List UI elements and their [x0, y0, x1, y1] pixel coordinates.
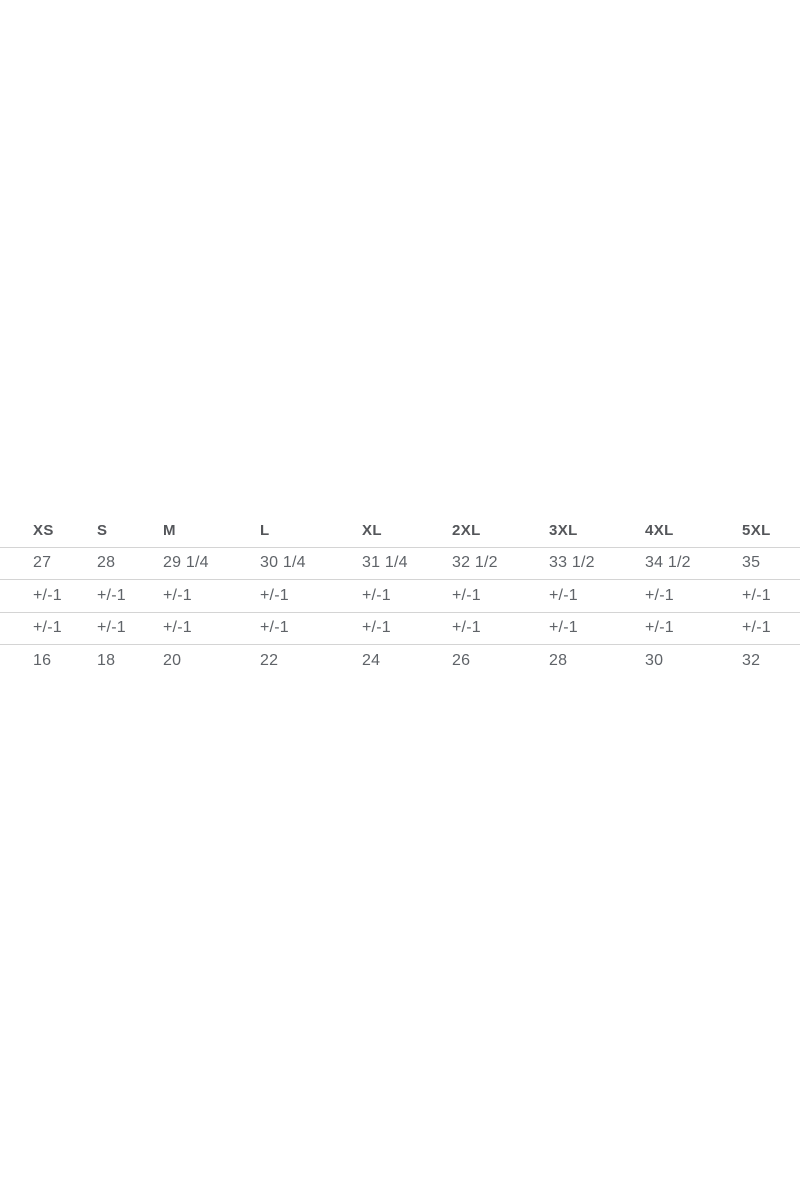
table-cell: +/-1: [0, 612, 97, 645]
table-cell: 20: [163, 652, 182, 669]
table-row-numeric-size: 16 18 20 22 24 26 28 30 32: [0, 645, 800, 678]
column-header-xs: XS: [0, 515, 97, 548]
table-cell: +/-1: [97, 612, 163, 645]
table-cell: 26: [452, 652, 471, 669]
table-cell: +/-1: [549, 579, 645, 613]
column-header-5xl: 5XL: [742, 515, 800, 548]
table-cell: +/-1: [260, 612, 362, 645]
size-chart-header-row: XS S M L XL 2XL 3XL 4XL 5XL: [0, 515, 800, 548]
table-cell: 29 1/4: [163, 547, 260, 580]
table-row-measurement: 27 28 29 1/4 30 1/4 31 1/4 32 1/2 33 1/2…: [0, 547, 800, 580]
table-cell: +/-1: [362, 612, 452, 645]
table-cell: 33 1/2: [549, 547, 645, 580]
table-cell: +/-1: [549, 612, 645, 645]
column-header-2xl: 2XL: [452, 515, 549, 548]
table-cell: 31 1/4: [362, 547, 452, 580]
table-cell: +/-1: [163, 579, 260, 613]
table-cell: 24: [362, 652, 381, 669]
table-cell: 32: [742, 652, 761, 669]
table-cell: +/-1: [0, 579, 97, 613]
table-cell: +/-1: [362, 579, 452, 613]
table-cell: 22: [260, 652, 279, 669]
table-cell: 32 1/2: [452, 547, 549, 580]
column-header-xl: XL: [362, 515, 452, 548]
table-cell: 35: [742, 547, 800, 580]
column-header-s: S: [97, 515, 163, 548]
table-cell: +/-1: [645, 579, 742, 613]
column-header-4xl: 4XL: [645, 515, 742, 548]
column-header-m: M: [163, 515, 260, 548]
column-header-l: L: [260, 515, 362, 548]
table-cell: +/-1: [163, 612, 260, 645]
column-header-3xl: 3XL: [549, 515, 645, 548]
table-cell: 16: [33, 652, 52, 669]
table-cell: 34 1/2: [645, 547, 742, 580]
table-cell: +/-1: [742, 579, 800, 613]
table-row-tolerance-2: +/-1 +/-1 +/-1 +/-1 +/-1 +/-1 +/-1 +/-1 …: [0, 612, 800, 645]
table-cell: +/-1: [452, 612, 549, 645]
table-cell: 27: [0, 547, 97, 580]
table-cell: +/-1: [645, 612, 742, 645]
table-cell: +/-1: [742, 612, 800, 645]
table-cell: 30: [645, 652, 664, 669]
table-cell: 18: [97, 652, 116, 669]
table-row-tolerance-1: +/-1 +/-1 +/-1 +/-1 +/-1 +/-1 +/-1 +/-1 …: [0, 579, 800, 613]
size-chart-table: XS S M L XL 2XL 3XL 4XL 5XL 27 28 29 1/4…: [0, 515, 800, 677]
table-cell: +/-1: [260, 579, 362, 613]
table-cell: 28: [549, 652, 568, 669]
table-cell: +/-1: [452, 579, 549, 613]
table-cell: 28: [97, 547, 163, 580]
table-cell: +/-1: [97, 579, 163, 613]
table-cell: 30 1/4: [260, 547, 362, 580]
